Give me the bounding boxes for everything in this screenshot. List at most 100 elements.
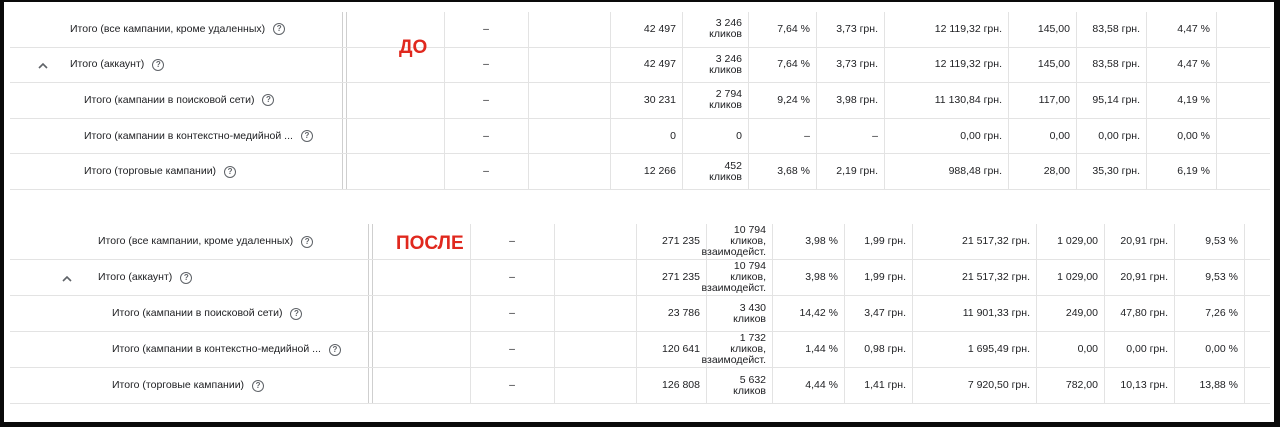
metric-cr: 7,26 % <box>1205 307 1238 319</box>
column-divider <box>470 224 471 259</box>
help-circle-icon[interactable]: ? <box>224 165 237 178</box>
empty-value: – <box>483 22 489 35</box>
column-divider <box>470 260 471 295</box>
column-divider <box>346 154 347 189</box>
column-divider <box>1036 368 1037 403</box>
metric-cpa: 20,91 грн. <box>1120 271 1168 283</box>
column-divider <box>1036 260 1037 295</box>
clicks-line: кликов, <box>730 235 766 247</box>
column-divider <box>342 118 343 154</box>
column-divider <box>706 332 707 367</box>
metric-conv: 1 029,00 <box>1057 271 1098 283</box>
column-divider <box>1244 332 1245 367</box>
screenshot-frame: Итого (все кампании, кроме удаленных)? – 4… <box>4 2 1274 422</box>
metric-clicks: 2 794 кликов <box>682 83 748 118</box>
table-row[interactable]: Итого (торговые кампании)? – 12 266 3,68 % 2… <box>10 154 1270 190</box>
help-circle-icon[interactable]: ? <box>301 235 314 248</box>
row-label-text: Итого (аккаунт) <box>98 271 173 283</box>
column-divider <box>372 332 373 367</box>
column-divider <box>682 118 683 154</box>
chevron-up-icon[interactable] <box>60 271 74 285</box>
help-circle-icon[interactable]: ? <box>252 379 265 392</box>
table-row[interactable]: Итого (кампании в поисковой сети)? – 23 78… <box>10 296 1270 332</box>
clicks-line: кликов, <box>730 271 766 283</box>
help-circle-icon[interactable]: ? <box>328 343 341 356</box>
clicks-line: 0 <box>736 129 742 142</box>
column-divider <box>1104 368 1105 403</box>
row-label-text: Итого (торговые кампании) <box>84 165 217 178</box>
column-divider <box>444 83 445 118</box>
column-divider <box>1174 296 1175 331</box>
column-divider <box>528 12 529 47</box>
column-divider <box>1076 12 1077 47</box>
metric-clicks: 452 кликов <box>682 154 748 189</box>
metric-impr: 12 266 <box>643 165 676 178</box>
help-circle-icon[interactable]: ? <box>152 58 165 71</box>
column-divider <box>772 224 773 259</box>
table-row[interactable]: Итого (кампании в контекстно-медийной ..… <box>10 118 1270 155</box>
table-row[interactable]: Итого (аккаунт)? – 42 497 7,64 % 3,73 грн. 12… <box>10 47 1270 84</box>
column-divider <box>444 118 445 154</box>
column-divider <box>636 332 637 367</box>
table-row[interactable]: Итого (торговые кампании)? – 126 808 4,44 %… <box>10 368 1270 404</box>
table-row[interactable]: Итого (все кампании, кроме удаленных)? – 4… <box>10 12 1270 48</box>
column-divider <box>1008 83 1009 118</box>
column-divider <box>610 12 611 47</box>
metric-cr: 9,53 % <box>1205 235 1238 247</box>
column-divider <box>1216 154 1217 189</box>
metric-ctr: 3,98 % <box>805 235 838 247</box>
column-divider <box>912 224 913 259</box>
metric-conv: 145,00 <box>1037 58 1070 71</box>
help-circle-icon[interactable]: ? <box>262 94 275 107</box>
chevron-up-icon[interactable] <box>36 58 50 72</box>
column-divider <box>1174 368 1175 403</box>
column-divider <box>682 154 683 189</box>
metric-cr: 9,53 % <box>1205 271 1238 283</box>
table-row[interactable]: Итого (кампании в поисковой сети)? – 30 23… <box>10 83 1270 119</box>
row-label-text: Итого (кампании в поисковой сети) <box>112 307 283 319</box>
column-divider <box>1244 260 1245 295</box>
column-divider <box>346 83 347 118</box>
column-divider <box>884 118 885 154</box>
metric-clicks: 10 794 кликов, взаимодейст. <box>702 260 772 295</box>
column-divider <box>554 296 555 331</box>
metric-cr: 13,88 % <box>1199 379 1238 391</box>
metric-ctr: 1,44 % <box>805 343 838 355</box>
column-divider <box>816 118 817 154</box>
row-label-text: Итого (все кампании, кроме удаленных) <box>70 22 266 35</box>
column-divider <box>772 260 773 295</box>
column-divider <box>1146 12 1147 47</box>
empty-value: – <box>509 271 515 283</box>
column-divider <box>1104 260 1105 295</box>
help-circle-icon[interactable]: ? <box>273 23 286 36</box>
column-divider <box>610 154 611 189</box>
clicks-line: 3 430 <box>739 301 766 314</box>
row-label-text: Итого (кампании в контекстно-медийной ..… <box>84 129 293 142</box>
column-divider <box>554 332 555 367</box>
table-row[interactable]: Итого (аккаунт)? – 271 235 3,98 % 1,99 грн. 2… <box>10 260 1270 296</box>
column-divider <box>554 224 555 259</box>
table-row[interactable]: Итого (все кампании, кроме удаленных)? – 2… <box>10 224 1270 260</box>
metric-impr: 0 <box>670 129 676 142</box>
metric-cr: 0,00 % <box>1177 129 1210 142</box>
metric-cpa: 0,00 грн. <box>1098 129 1140 142</box>
help-circle-icon[interactable]: ? <box>300 130 313 143</box>
metric-ctr: 14,42 % <box>799 307 838 319</box>
help-circle-icon[interactable]: ? <box>180 271 193 284</box>
column-divider <box>1008 154 1009 189</box>
column-divider <box>844 224 845 259</box>
column-divider <box>884 154 885 189</box>
column-divider <box>368 224 369 259</box>
column-divider <box>1146 118 1147 154</box>
metric-impr: 271 235 <box>662 235 700 247</box>
before-label: ДО <box>399 37 428 58</box>
table-row[interactable]: Итого (кампании в контекстно-медийной ..… <box>10 332 1270 368</box>
metric-cost: 7 920,50 грн. <box>967 379 1030 391</box>
metric-ctr: 7,64 % <box>777 22 810 35</box>
help-circle-icon[interactable]: ? <box>290 307 303 320</box>
metric-cpa: 35,30 грн. <box>1092 165 1140 178</box>
column-divider <box>342 154 343 189</box>
column-divider <box>528 118 529 154</box>
column-divider <box>884 12 885 47</box>
column-divider <box>342 12 343 47</box>
